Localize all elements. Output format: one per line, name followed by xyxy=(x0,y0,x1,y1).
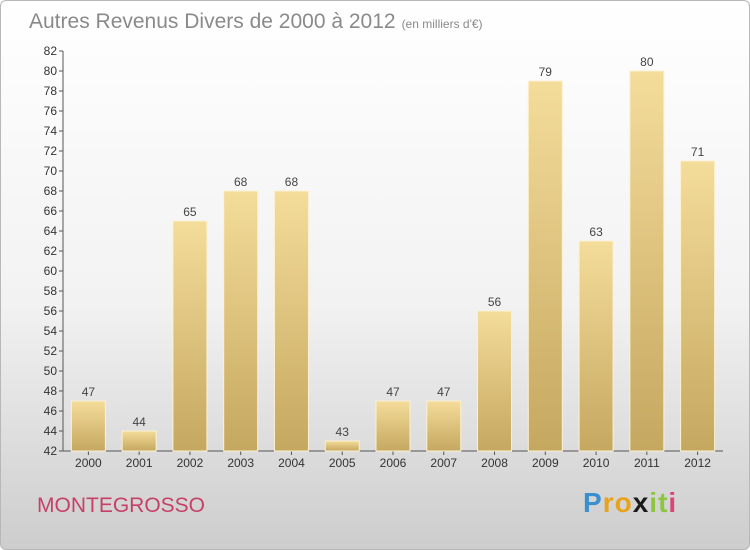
proxiti-logo: Proxiti xyxy=(583,487,677,519)
bar xyxy=(629,70,665,452)
place-name: MONTEGROSSO xyxy=(37,494,206,517)
y-tick-label: 54 xyxy=(44,324,58,338)
data-label: 47 xyxy=(386,385,400,399)
bar xyxy=(680,160,716,452)
logo-letter: P xyxy=(583,487,603,518)
bar xyxy=(121,430,157,452)
logo-letter: x xyxy=(632,487,650,518)
x-tick-label: 2000 xyxy=(75,456,102,470)
y-tick-label: 72 xyxy=(44,144,58,158)
x-tick-label: 2004 xyxy=(278,456,305,470)
logo-letter: r xyxy=(602,487,615,518)
y-tick-label: 58 xyxy=(44,284,58,298)
y-tick-label: 74 xyxy=(44,124,58,138)
logo-letter: o xyxy=(614,487,633,518)
y-tick-label: 78 xyxy=(44,84,58,98)
bar xyxy=(324,440,360,452)
x-tick-label: 2002 xyxy=(177,456,204,470)
data-label: 47 xyxy=(437,385,451,399)
x-tick-label: 2008 xyxy=(481,456,508,470)
bar xyxy=(527,80,563,452)
data-label: 43 xyxy=(336,425,350,439)
y-tick-label: 66 xyxy=(44,204,58,218)
y-tick-label: 44 xyxy=(44,424,58,438)
chart-axes: 42 44 46 48 50 52 54 56 58 60 62 64 66 68 70 72 74 76 78 80… xyxy=(44,44,723,458)
x-tick-label: 2001 xyxy=(126,456,153,470)
y-tick-label: 48 xyxy=(44,384,58,398)
y-tick-label: 76 xyxy=(44,104,58,118)
x-tick-label: 2003 xyxy=(227,456,254,470)
y-tick-label: 50 xyxy=(44,364,58,378)
y-tick-label: 82 xyxy=(44,44,58,58)
y-tick-label: 52 xyxy=(44,344,58,358)
bar xyxy=(477,310,513,452)
data-label: 65 xyxy=(183,205,197,219)
data-label: 44 xyxy=(132,415,146,429)
data-label: 68 xyxy=(285,175,299,189)
data-label: 47 xyxy=(82,385,96,399)
x-tick-label: 2010 xyxy=(583,456,610,470)
bar xyxy=(70,400,106,452)
y-tick-label: 80 xyxy=(44,64,58,78)
data-label: 63 xyxy=(589,225,603,239)
x-tick-label: 2006 xyxy=(380,456,407,470)
bar xyxy=(172,220,208,452)
y-tick-label: 70 xyxy=(44,164,58,178)
x-tick-label: 2005 xyxy=(329,456,356,470)
chart-bars xyxy=(70,70,716,452)
y-tick-label: 64 xyxy=(44,224,58,238)
data-label: 79 xyxy=(539,65,553,79)
data-label: 71 xyxy=(691,145,705,159)
x-tick-label: 2012 xyxy=(684,456,711,470)
y-tick-label: 60 xyxy=(44,264,58,278)
x-tick-label: 2009 xyxy=(532,456,559,470)
chart-title: Autres Revenus Divers de 2000 à 2012 (en … xyxy=(29,10,483,34)
y-tick-label: 42 xyxy=(44,444,58,458)
y-tick-label: 68 xyxy=(44,184,58,198)
chart-labels: 2000 47 2001 44 2002 65 2003 68 2004 68 2005 43 2006… xyxy=(75,55,711,470)
x-tick-label: 2007 xyxy=(430,456,457,470)
y-tick-label: 46 xyxy=(44,404,58,418)
bar xyxy=(578,240,614,452)
logo-letter: i xyxy=(668,487,678,518)
data-label: 68 xyxy=(234,175,248,189)
chart-title-text: Autres Revenus Divers de 2000 à 2012 xyxy=(29,10,396,33)
y-tick-label: 62 xyxy=(44,244,58,258)
x-tick-label: 2011 xyxy=(634,456,660,470)
bar xyxy=(223,190,259,452)
chart-subtitle: (en milliers d'€) xyxy=(401,17,483,31)
bar xyxy=(426,400,462,452)
y-tick-label: 56 xyxy=(44,304,58,318)
logo-letter: i xyxy=(649,487,659,518)
bar xyxy=(375,400,411,452)
logo-letter: t xyxy=(658,487,669,518)
bar xyxy=(273,190,309,452)
data-label: 56 xyxy=(488,295,502,309)
data-label: 80 xyxy=(640,55,654,69)
